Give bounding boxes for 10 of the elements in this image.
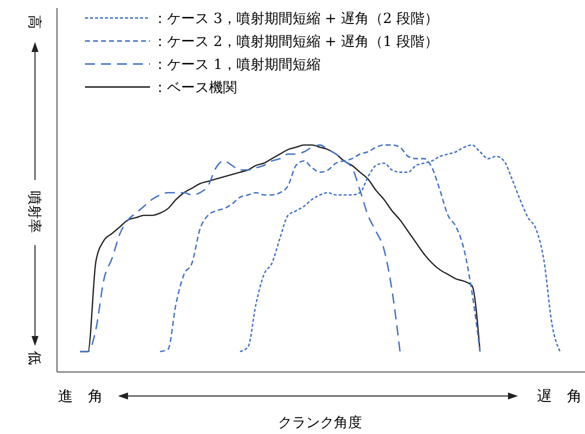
text: 低 bbox=[26, 351, 42, 365]
y-axis-title: 噴射率 bbox=[26, 191, 42, 233]
legend-label: ：ベース機関 bbox=[153, 80, 237, 96]
legend-label: ：ケース 2，噴射期間短縮 + 遅角（1 段階） bbox=[153, 34, 438, 50]
legend-label: ：ケース 1，噴射期間短縮 bbox=[153, 57, 320, 73]
text: 遅 角 bbox=[537, 387, 582, 405]
text: 高 bbox=[26, 15, 42, 29]
x-axis-title: クランク角度 bbox=[278, 415, 362, 431]
text: 進 角 bbox=[58, 387, 103, 405]
legend-label: ：ケース 3，噴射期間短縮 + 遅角（2 段階） bbox=[153, 11, 438, 27]
